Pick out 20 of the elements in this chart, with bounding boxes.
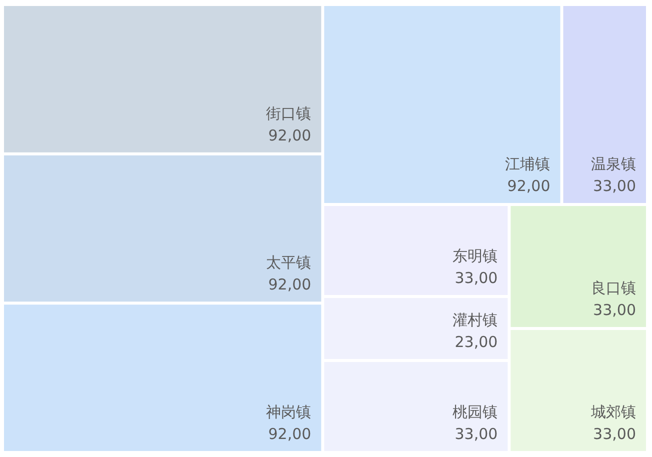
category-label: 温泉镇 [591,155,636,173]
category-label: 城郊镇 [590,403,636,421]
category-label: 江埔镇 [505,155,550,173]
category-label: 灌村镇 [452,311,498,330]
data-label: 23,00 [454,333,498,352]
category-label: 太平镇 [266,254,312,272]
data-label: 33,00 [593,425,636,443]
data-label: 33,00 [454,268,498,287]
category-label: 东明镇 [452,246,498,265]
data-label: 92,00 [268,126,312,144]
data-label: 92,00 [268,425,312,443]
data-label: 33,00 [593,301,636,319]
category-label: 街口镇 [266,104,312,122]
data-label: 92,00 [268,276,312,294]
data-label: 92,00 [507,177,550,195]
data-label: 33,00 [593,177,636,195]
category-label: 桃园镇 [452,403,498,421]
category-label: 良口镇 [591,279,636,297]
data-label: 33,00 [454,425,498,443]
category-label: 神岗镇 [266,403,312,421]
